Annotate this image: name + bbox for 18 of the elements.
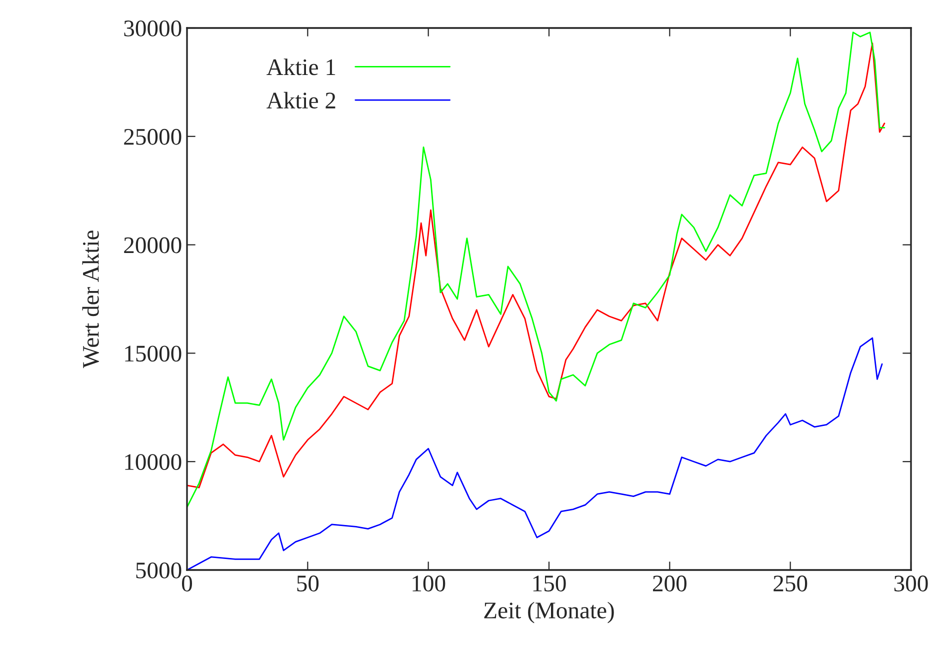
y-tick-label: 20000 xyxy=(124,237,182,254)
x-tick-label: 50 xyxy=(297,576,319,592)
legend-label: Aktie 1 xyxy=(266,58,336,76)
x-tick-label: 150 xyxy=(533,576,566,592)
x-tick-label: 200 xyxy=(652,576,686,592)
y-tick-label: 30000 xyxy=(124,20,182,36)
y-tick-label: 10000 xyxy=(125,454,182,470)
y-tick-label: 15000 xyxy=(125,346,182,362)
x-tick-label: 100 xyxy=(412,576,446,592)
x-axis-title: Zeit (Monate) xyxy=(484,602,614,624)
x-tick-label: 250 xyxy=(774,576,808,592)
legend-label: Aktie 2 xyxy=(266,92,336,109)
x-tick-label: 0 xyxy=(182,576,192,592)
y-tick-label: 5000 xyxy=(136,562,182,578)
x-tick-label: 300 xyxy=(894,576,928,592)
y-tick-label: 25000 xyxy=(124,128,182,145)
y-axis-title: Wert der Aktie xyxy=(82,230,99,368)
line-series xyxy=(187,337,883,570)
